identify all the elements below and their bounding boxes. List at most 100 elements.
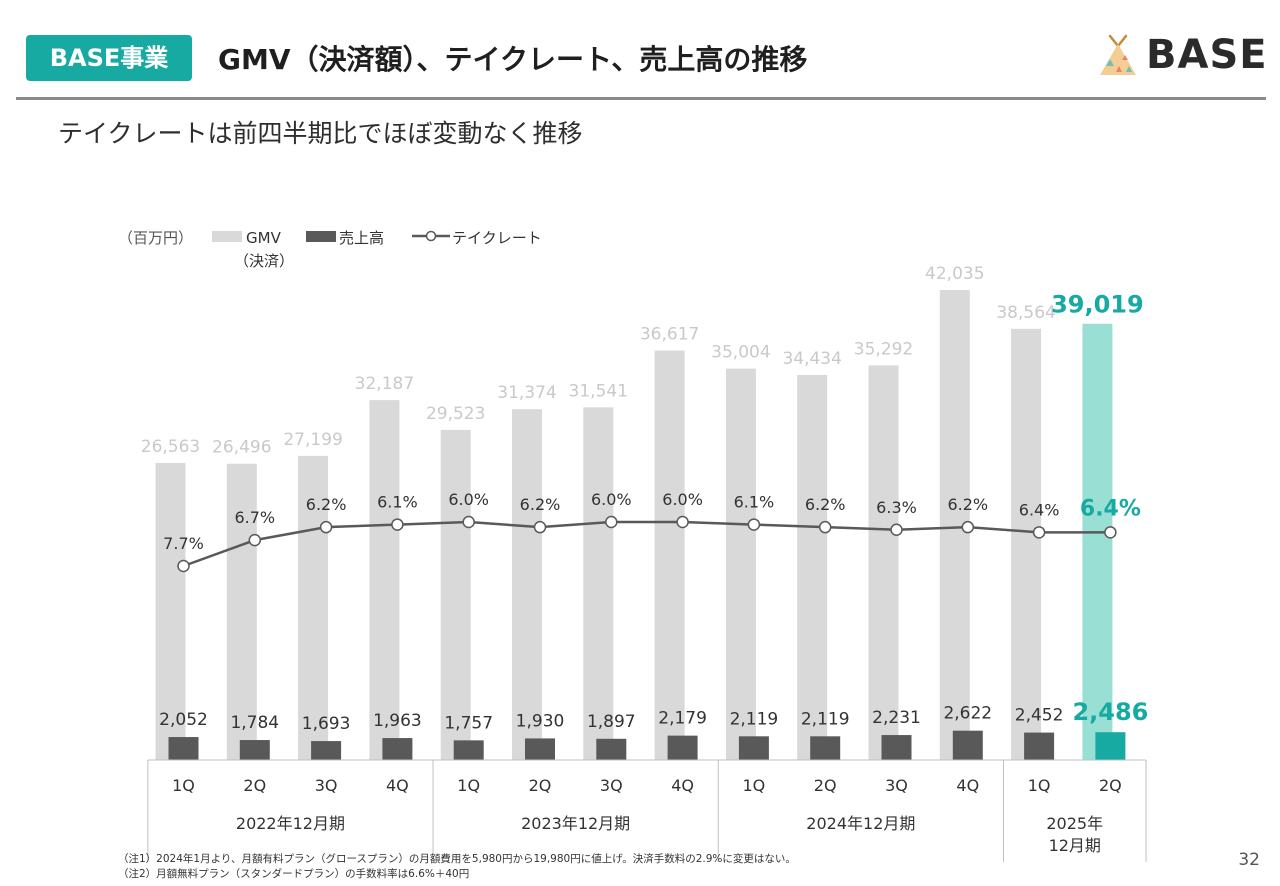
quarter-tick-label: 4Q [386,776,409,795]
take-rate-point [605,515,618,529]
take-rate-label: 6.4% [1019,500,1060,519]
gmv-value-label: 31,374 [497,383,556,403]
take-rate-label: 6.4% [1080,496,1141,521]
quarter-tick-label: 2Q [1099,776,1122,795]
legend-takerate-label: テイクレート [452,229,542,247]
gmv-value-label: 35,292 [854,339,913,359]
gmv-value-label: 36,617 [640,325,699,345]
take-rate-point [533,520,547,534]
revenue-bar [738,736,769,760]
take-rate-label: 6.2% [947,495,988,514]
take-rate-point [248,533,262,547]
take-rate-label: 7.7% [163,534,204,553]
quarter-tick-label: 1Q [743,776,766,795]
tent-logo-icon [1100,34,1136,75]
revenue-bar [881,735,912,760]
page-title: GMV（決済額）、テイクレート、売上高の推移 [218,43,808,76]
gmv-bar [369,400,400,760]
header-divider [16,97,1266,100]
take-rate-label: 6.0% [448,490,489,509]
gmv-value-label: 26,496 [212,438,271,458]
gmv-value-label: 39,019 [1051,291,1144,319]
gmv-bar [155,462,186,760]
revenue-value-label: 1,757 [444,713,493,733]
gmv-bar [868,365,899,760]
revenue-value-label: 1,930 [516,711,565,731]
quarter-tick-label: 3Q [600,776,623,795]
revenue-bar [168,737,199,760]
quarter-tick-label: 3Q [885,776,908,795]
revenue-bar [1024,732,1055,760]
take-rate-label: 6.3% [876,498,917,517]
base-logo: BASE [1096,30,1267,80]
revenue-value-label: 2,052 [159,710,208,730]
quarter-tick-label: 2Q [814,776,837,795]
footnote-2: （注2）月額無料プラン（スタンダードプラン）の手数料率は6.6%＋40円 [118,868,470,880]
legend-gmv-swatch [212,231,242,242]
revenue-bar [382,738,413,760]
revenue-bar [239,740,270,760]
take-rate-point [961,520,975,534]
legend-line-marker [425,230,437,242]
legend-gmv-sub: （決済） [234,252,294,270]
gmv-value-label: 34,434 [782,349,841,369]
take-rate-point [818,520,832,534]
gmv-bar [1082,323,1113,760]
take-rate-label: 6.0% [591,490,632,509]
gmv-bar [298,455,329,760]
fiscal-year-label: 2022年12月期 [236,814,345,833]
revenue-bar [810,736,841,760]
take-rate-label: 6.2% [306,495,347,514]
revenue-bar [525,738,555,760]
quarter-tick-label: 2Q [529,776,552,795]
legend-revenue-label: 売上高 [339,229,384,247]
gmv-value-label: 32,187 [355,374,414,394]
fiscal-year-label: 2023年12月期 [521,814,630,833]
revenue-value-label: 2,231 [872,708,921,728]
legend-revenue-swatch [306,231,336,242]
take-rate-point [1104,526,1117,539]
take-rate-line [183,520,1111,568]
gmv-bar [583,407,614,760]
footnotes: （注1）2024年1月より、月額有料プラン（グロースプラン）の月額費用を5,98… [118,852,796,882]
revenue-value-label: 2,452 [1015,706,1064,726]
revenue-bar [596,738,627,760]
quarter-tick-label: 1Q [172,776,195,795]
fiscal-year-label: 2024年12月期 [806,814,915,833]
revenue-value-label: 2,179 [658,709,707,729]
quarter-tick-label: 4Q [956,776,979,795]
revenue-value-label: 2,119 [801,709,850,729]
take-rate-point [676,515,689,529]
fiscal-year-label: 2025年 12月期 [1046,814,1103,855]
page-number: 32 [1238,850,1260,870]
gmv-value-label: 29,523 [426,404,485,424]
quarter-tick-label: 1Q [457,776,480,795]
revenue-bar [952,730,983,760]
take-rate-point [462,515,475,529]
section-badge: BASE事業 [26,35,192,81]
gmv-value-label: 26,563 [141,437,200,457]
take-rate-label: 6.2% [805,495,846,514]
take-rate-point [319,520,333,534]
gmv-value-label: 35,004 [711,343,770,363]
take-rate-point [391,518,404,531]
gmv-value-label: 27,199 [283,430,342,450]
take-rate-label: 6.1% [377,493,418,512]
take-rate-point [177,559,190,573]
gmv-bar [654,350,685,760]
revenue-value-label: 1,963 [373,711,422,731]
revenue-bar [1095,732,1126,760]
legend-unit: （百万円） [118,229,193,247]
gmv-value-label: 42,035 [925,264,984,284]
page-subtitle: テイクレートは前四半期比でほぼ変動なく推移 [58,119,583,148]
revenue-value-label: 1,693 [302,714,351,734]
take-rate-point [890,523,903,537]
take-rate-label: 6.0% [662,490,703,509]
gmv-bar [725,368,756,760]
take-rate-point [747,518,761,531]
gmv-value-label: 38,564 [996,303,1055,323]
revenue-value-label: 2,119 [730,709,779,729]
take-rate-label: 6.1% [734,493,775,512]
gmv-bar [512,409,542,760]
